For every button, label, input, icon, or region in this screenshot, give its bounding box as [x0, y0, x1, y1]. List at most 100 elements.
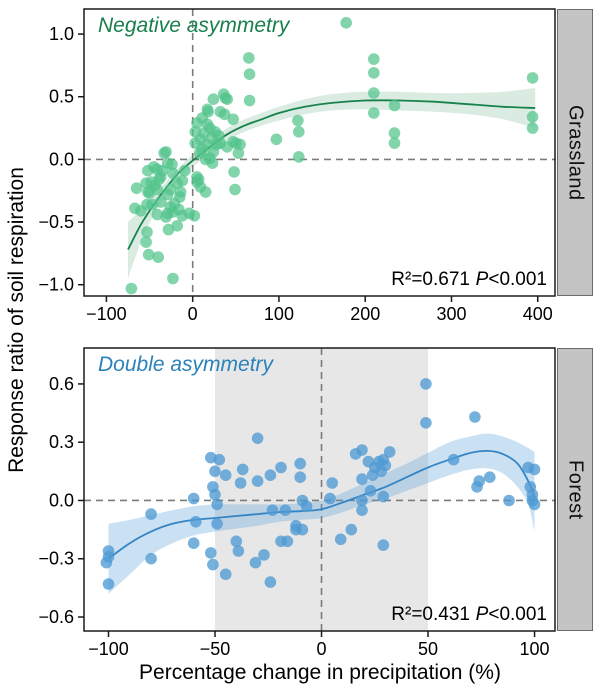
data-point	[142, 186, 154, 198]
data-point	[209, 488, 221, 501]
data-point	[251, 475, 264, 487]
data-point	[219, 568, 232, 581]
data-point	[207, 93, 220, 105]
p-value: <0.001	[488, 604, 547, 625]
x-tick-label: 200	[350, 304, 380, 324]
data-point	[214, 106, 227, 118]
panel-plot-area-grassland	[84, 9, 555, 296]
data-point	[190, 516, 202, 528]
data-point	[145, 508, 157, 520]
data-point	[161, 188, 174, 201]
data-point	[249, 556, 262, 569]
data-point	[243, 94, 256, 107]
y-tick-label: 0.0	[49, 490, 74, 510]
panel-border	[83, 8, 556, 297]
data-point	[102, 578, 115, 590]
data-point	[140, 236, 152, 248]
data-point	[167, 167, 179, 179]
data-point	[377, 539, 390, 551]
data-point	[251, 432, 264, 445]
data-point	[345, 523, 358, 536]
data-point	[264, 469, 277, 482]
data-point	[388, 127, 401, 139]
data-point	[205, 547, 217, 559]
x-tick-label: 100	[520, 639, 550, 659]
data-point	[228, 166, 240, 178]
x-tick-label: 50	[418, 639, 438, 659]
data-point	[141, 198, 153, 211]
data-point	[388, 137, 401, 149]
data-point	[167, 272, 179, 285]
y-tick-label: −0.3	[38, 549, 74, 569]
data-point	[142, 248, 155, 261]
data-point	[213, 453, 226, 466]
y-tick-label: −1.0	[38, 275, 74, 295]
data-point	[296, 523, 309, 536]
data-point	[151, 163, 164, 176]
data-point	[229, 183, 241, 196]
data-point	[125, 282, 138, 295]
data-point	[368, 107, 380, 119]
data-point	[334, 533, 347, 546]
confidence-band	[128, 88, 536, 279]
data-point	[447, 453, 460, 466]
data-point	[258, 549, 270, 561]
data-point	[191, 171, 203, 183]
data-point	[526, 122, 539, 134]
data-point	[230, 535, 243, 548]
data-point	[526, 111, 539, 123]
data-point	[236, 463, 249, 476]
data-point	[201, 103, 214, 116]
data-point	[356, 504, 368, 516]
data-point	[199, 186, 212, 198]
data-point	[368, 53, 380, 65]
data-point	[473, 475, 486, 487]
x-tick-label: −100	[86, 304, 127, 324]
confidence-band	[108, 433, 535, 594]
data-point	[130, 182, 143, 194]
data-point	[469, 411, 481, 423]
y-tick-label: 0.0	[49, 149, 74, 169]
r2-value: R²=0.671	[391, 269, 470, 290]
panel-plot-area-forest	[84, 348, 555, 631]
data-point	[188, 210, 201, 222]
data-point	[275, 461, 287, 474]
data-point	[227, 113, 239, 126]
strip-label-forest: Forest	[557, 348, 593, 631]
data-point	[155, 196, 167, 208]
p-symbol: P	[475, 604, 489, 625]
fit-curve	[107, 449, 536, 560]
data-point	[100, 556, 113, 569]
data-point	[484, 471, 496, 484]
x-tick-label: 400	[523, 304, 553, 324]
data-point	[162, 223, 175, 236]
x-tick-label: −50	[200, 639, 231, 659]
data-point	[176, 174, 189, 187]
data-point	[145, 176, 158, 188]
data-point	[179, 164, 191, 177]
data-point	[388, 99, 401, 112]
data-point	[528, 498, 541, 511]
p-symbol: P	[475, 269, 489, 290]
scatter-points	[100, 378, 541, 590]
data-point	[356, 444, 368, 456]
data-point	[368, 87, 380, 99]
y-axis-title: Response ratio of soil respiration	[5, 167, 28, 473]
data-point	[356, 494, 368, 507]
x-tick-label: −100	[88, 639, 129, 659]
data-point	[204, 122, 216, 134]
data-point	[364, 485, 377, 497]
data-point	[219, 469, 232, 482]
data-point	[209, 465, 221, 478]
y-tick-label: 1.0	[49, 24, 74, 44]
y-tick-label: 0.6	[49, 374, 74, 394]
data-point	[219, 92, 232, 104]
data-point	[207, 558, 219, 571]
data-point	[300, 500, 313, 513]
panel-title-forest: Double asymmetry	[98, 353, 274, 376]
data-point	[292, 114, 304, 127]
data-point	[281, 535, 294, 548]
scatter-points	[125, 17, 539, 295]
